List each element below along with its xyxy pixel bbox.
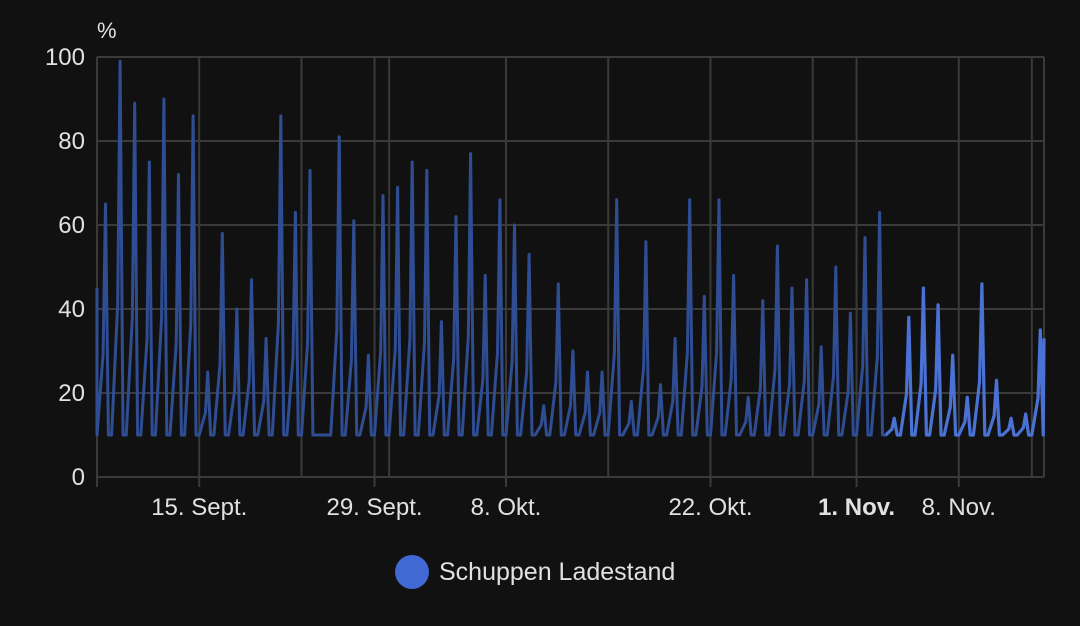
x-tick-label: 22. Okt. [668,494,752,521]
data-point[interactable] [483,273,487,277]
data-point[interactable] [133,101,137,105]
data-point[interactable] [469,152,473,156]
data-point[interactable] [235,307,239,311]
y-tick-label: 80 [58,128,85,155]
data-point[interactable] [425,168,429,172]
data-point[interactable] [542,404,546,408]
y-tick-label: 60 [58,212,85,239]
data-point[interactable] [819,345,823,349]
data-point[interactable] [848,311,852,315]
data-point[interactable] [936,303,940,307]
data-point[interactable] [863,236,867,240]
data-point[interactable] [600,370,604,374]
y-tick-label: 0 [72,464,85,491]
y-axis-unit-label: % [97,18,117,43]
data-point[interactable] [1038,328,1042,332]
data-point[interactable] [892,416,896,420]
data-point[interactable] [1024,412,1028,416]
x-tick-label: 15. Sept. [151,494,247,521]
data-point[interactable] [673,336,677,340]
data-point[interactable] [790,286,794,290]
data-point[interactable] [454,215,458,219]
data-point[interactable] [746,395,750,399]
data-point[interactable] [921,286,925,290]
data-point[interactable] [206,370,210,374]
x-tick-label: 8. Nov. [922,494,996,521]
data-point[interactable] [775,244,779,248]
data-point[interactable] [585,370,589,374]
x-tick-label: 8. Okt. [471,494,542,521]
grid-layer [97,56,1044,478]
data-point[interactable] [103,202,107,206]
legend-item-schuppen-ladestand[interactable]: Schuppen Ladestand [395,555,675,589]
data-point[interactable] [308,168,312,172]
data-point[interactable] [293,210,297,214]
x-tick-label: 1. Nov. [818,494,895,521]
data-point[interactable] [878,210,882,214]
data-point[interactable] [147,160,151,164]
data-point[interactable] [162,97,166,101]
data-point[interactable] [907,315,911,319]
data-point[interactable] [732,273,736,277]
data-point[interactable] [688,198,692,202]
legend-color-dot [395,555,429,589]
data-point[interactable] [717,198,721,202]
data-point[interactable] [177,173,181,177]
data-point[interactable] [1009,416,1013,420]
data-point[interactable] [527,252,531,256]
data-point[interactable] [951,353,955,357]
data-point[interactable] [644,240,648,244]
data-point[interactable] [250,278,254,282]
data-point[interactable] [702,294,706,298]
series-layer [95,59,1046,437]
data-point[interactable] [410,160,414,164]
data-point[interactable] [439,320,443,324]
data-point[interactable] [498,198,502,202]
legend-label: Schuppen Ladestand [439,557,676,586]
data-point[interactable] [512,223,516,227]
data-point[interactable] [571,349,575,353]
data-point[interactable] [337,135,341,139]
data-point[interactable] [805,278,809,282]
data-point[interactable] [352,219,356,223]
data-point[interactable] [659,383,663,387]
y-tick-label: 40 [58,296,85,323]
data-point[interactable] [366,353,370,357]
data-point[interactable] [980,282,984,286]
data-point[interactable] [381,194,385,198]
data-point[interactable] [396,185,400,189]
data-point[interactable] [556,282,560,286]
data-point[interactable] [615,198,619,202]
data-point[interactable] [191,114,195,118]
data-point[interactable] [629,399,633,403]
x-tick-label: 29. Sept. [326,494,422,521]
data-point[interactable] [761,299,765,303]
y-tick-label: 20 [58,380,85,407]
data-point[interactable] [118,59,122,63]
y-tick-label: 100 [45,44,85,71]
series-line-schuppen-ladestand-recent[interactable] [884,282,1046,437]
data-point[interactable] [279,114,283,118]
data-point[interactable] [264,336,268,340]
series-line-schuppen-ladestand[interactable] [95,59,893,437]
data-point[interactable] [220,231,224,235]
data-point[interactable] [994,378,998,382]
data-point[interactable] [965,395,969,399]
data-point[interactable] [834,265,838,269]
